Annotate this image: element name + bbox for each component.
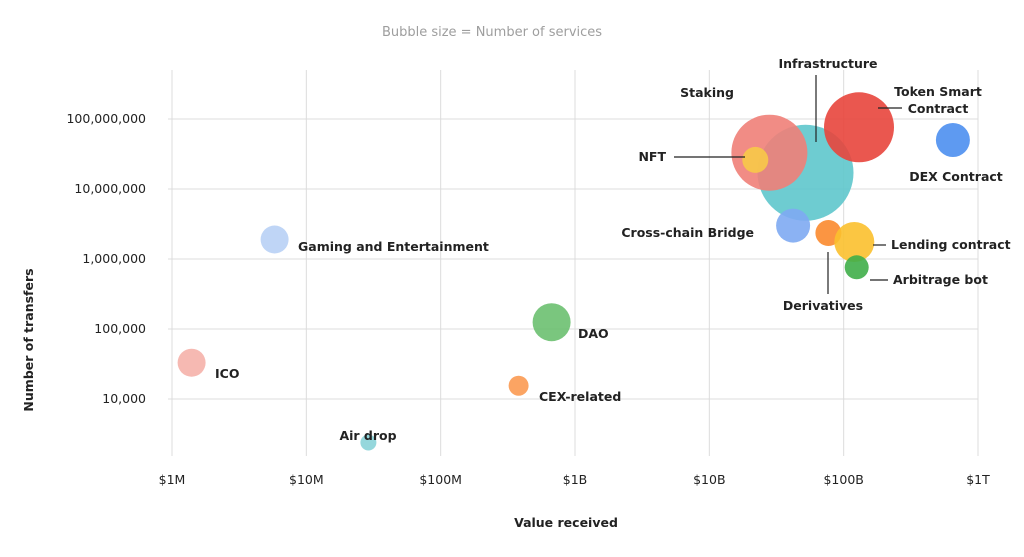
label-staking: Staking (680, 85, 734, 100)
bubble-gaming-and-entertainment (260, 225, 289, 254)
y-tick-label: 100,000 (94, 321, 146, 336)
x-tick-label: $10M (289, 472, 324, 487)
label-ico: ICO (215, 366, 239, 381)
bubble-arbitrage-bot (844, 255, 869, 280)
label-gaming-and-entertainment: Gaming and Entertainment (298, 239, 489, 254)
x-tick-label: $1T (966, 472, 990, 487)
y-axis-title: Number of transfers (21, 268, 36, 411)
bubble-ico (177, 348, 206, 377)
x-tick-label: $100M (419, 472, 462, 487)
bubble-cex-related (508, 375, 529, 396)
x-tick-label: $10B (693, 472, 725, 487)
bubble-cross-chain-bridge (776, 208, 811, 243)
x-axis-title: Value received (514, 515, 618, 530)
label-cross-chain-bridge: Cross-chain Bridge (621, 225, 754, 240)
label-derivatives: Derivatives (783, 298, 863, 313)
bubble-token-smart-contract (824, 92, 894, 163)
bubble-staking (742, 146, 769, 173)
label-arbitrage-bot: Arbitrage bot (893, 272, 988, 287)
label-dao: DAO (578, 326, 609, 341)
bubble-labels: Infrastructure NFT Token Smart Contract Stak… (215, 56, 1011, 443)
x-tick-label: $100B (823, 472, 863, 487)
x-tick-label: $1B (563, 472, 587, 487)
label-nft: NFT (638, 149, 666, 164)
label-dex-contract: DEX Contract (909, 169, 1003, 184)
label-cex-related: CEX-related (539, 389, 621, 404)
label-lending-contract: Lending contract (891, 237, 1011, 252)
bubble-nft (731, 114, 808, 191)
label-token-smart-contract: Token Smart (894, 84, 982, 99)
y-tick-label: 1,000,000 (82, 251, 146, 266)
y-tick-label: 10,000 (102, 391, 146, 406)
y-tick-label: 10,000,000 (74, 181, 146, 196)
bubble-lending-contract (834, 222, 875, 262)
label-air-drop: Air drop (339, 428, 396, 443)
bubbles (177, 92, 970, 451)
tick-labels: $1M $10M $100M $1B $10B $100B $1T 10,000 100,000… (66, 111, 990, 487)
y-tick-label: 100,000,000 (66, 111, 146, 126)
label-infrastructure: Infrastructure (779, 56, 878, 71)
chart-subtitle: Bubble size = Number of services (382, 25, 602, 40)
bubble-dex-contract (935, 123, 970, 157)
bubble-dao (532, 303, 571, 342)
bubble-air-drop (360, 434, 377, 451)
x-tick-label: $1M (159, 472, 186, 487)
label-token-smart-contract: Contract (908, 101, 969, 116)
